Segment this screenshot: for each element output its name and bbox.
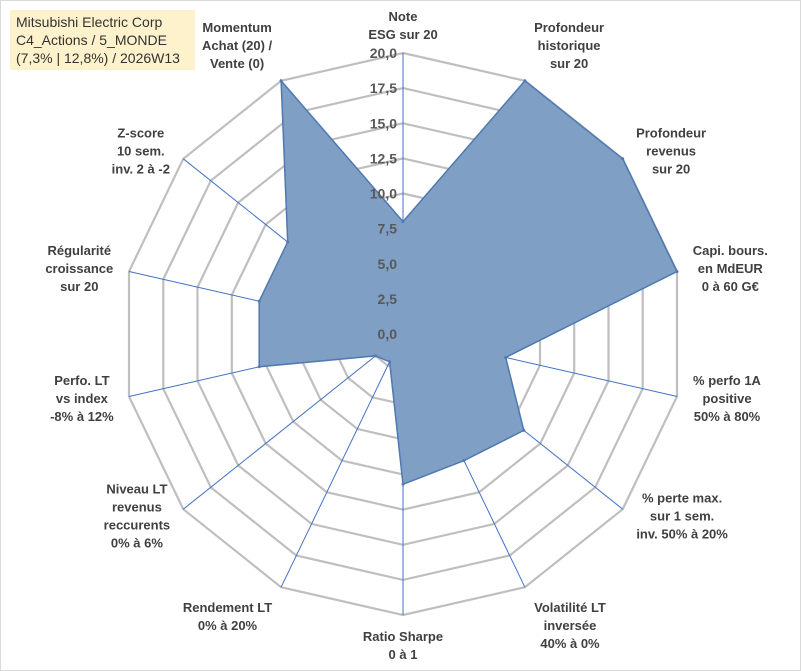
axis-label-line: Perfo. LT — [54, 373, 109, 388]
title-line-stats: (7,3% | 12,8%) / 2026W13 — [16, 50, 180, 66]
tick-label: 17,5 — [370, 80, 397, 96]
series-point — [286, 240, 290, 244]
series-point — [257, 299, 261, 303]
radar-axis-labels: Note ESG sur 20 Profondeur historique sur 20… — [45, 9, 768, 662]
axis-label: Note ESG sur 20 — [368, 9, 437, 42]
series-point — [279, 79, 283, 83]
axis-label-line: Vente (0) — [210, 56, 264, 71]
axis-label-line: Niveau LT — [106, 482, 167, 497]
axis-spoke — [280, 333, 404, 588]
series-point — [462, 459, 466, 463]
axis-label-line: revenus — [646, 143, 696, 158]
axis-label: Z-score 10 sem. inv. 2 à -2 — [112, 125, 170, 176]
tick-label: 20,0 — [370, 45, 397, 61]
axis-label: Ratio Sharpe 0 à 1 — [363, 629, 443, 662]
tick-label: 15,0 — [370, 115, 397, 131]
axis-label-line: positive — [702, 391, 751, 406]
axis-label-line: reccurents — [104, 518, 170, 533]
axis-label: Profondeur historique sur 20 — [534, 20, 604, 71]
axis-label-line: 50% à 80% — [694, 409, 761, 424]
axis-label-line: -8% à 12% — [50, 409, 114, 424]
title-line-company: Mitsubishi Electric Corp — [16, 14, 163, 30]
axis-label: % perte max. sur 1 sem. inv. 50% à 20% — [636, 491, 728, 542]
series-point — [523, 79, 527, 83]
axis-label-line: vs index — [56, 391, 109, 406]
series-point — [522, 428, 526, 432]
axis-label-line: inv. 2 à -2 — [112, 161, 170, 176]
series-point — [374, 354, 377, 358]
axis-label-line: croissance — [45, 261, 113, 276]
chart-title-box: Mitsubishi Electric Corp C4_Actions / 5_… — [10, 10, 195, 70]
series-point — [621, 157, 625, 161]
axis-label-line: Profondeur — [636, 125, 706, 140]
axis-label-line: Régularité — [48, 243, 112, 258]
axis-label-line: historique — [538, 38, 601, 53]
axis-label: Niveau LT revenus reccurents 0% à 6% — [104, 482, 170, 551]
axis-label-line: Volatilité LT — [534, 600, 606, 615]
tick-label: 0,0 — [378, 326, 398, 342]
axis-label-line: 40% à 0% — [540, 636, 600, 651]
axis-label-line: sur 20 — [60, 279, 98, 294]
axis-label-line: 0 à 1 — [389, 647, 418, 662]
axis-label-line: sur 1 sem. — [650, 509, 714, 524]
axis-label-line: sur 20 — [652, 161, 690, 176]
axis-label: Régularité croissance sur 20 — [45, 243, 113, 294]
series-point — [504, 355, 508, 359]
axis-label: Profondeur revenus sur 20 — [636, 125, 706, 176]
axis-label-line: Momentum — [202, 20, 271, 35]
axis-label-line: sur 20 — [550, 56, 588, 71]
axis-label-line: 0% à 6% — [111, 536, 163, 551]
axis-label: Rendement LT 0% à 20% — [183, 600, 272, 633]
axis-label-line: revenus — [112, 500, 162, 515]
axis-label-line: Achat (20) / — [202, 38, 272, 53]
tick-label: 10,0 — [370, 186, 397, 202]
series-point — [257, 365, 261, 369]
radar-tick-labels: 0,0 2,5 5,0 7,5 10,0 12,5 15,0 17,5 20,0 — [370, 45, 397, 342]
axis-label-line: Ratio Sharpe — [363, 629, 443, 644]
axis-spoke — [182, 333, 404, 510]
series-point — [675, 270, 679, 273]
axis-label-line: ESG sur 20 — [368, 27, 437, 42]
axis-label-line: 0 à 60 G€ — [702, 279, 759, 294]
axis-label-line: Z-score — [117, 125, 164, 140]
radar-series — [257, 78, 679, 486]
axis-label-line: % perfo 1A — [693, 373, 762, 388]
axis-label-line: 0% à 20% — [198, 618, 258, 633]
series-point — [401, 482, 405, 486]
tick-label: 7,5 — [378, 221, 398, 237]
axis-label-line: Rendement LT — [183, 600, 272, 615]
tick-label: 2,5 — [378, 291, 398, 307]
series-area — [258, 78, 678, 486]
axis-label-line: inversée — [544, 618, 597, 633]
tick-label: 12,5 — [370, 150, 397, 166]
axis-label: Capi. bours. en MdEUR 0 à 60 G€ — [693, 243, 768, 294]
axis-label-line: Profondeur — [534, 20, 604, 35]
axis-label-line: Capi. bours. — [693, 243, 768, 258]
axis-label-line: 10 sem. — [117, 143, 165, 158]
axis-label: % perfo 1A positive 50% à 80% — [693, 373, 762, 424]
axis-label-line: en MdEUR — [698, 261, 764, 276]
title-line-category: C4_Actions / 5_MONDE — [16, 32, 167, 48]
tick-label: 5,0 — [378, 256, 398, 272]
axis-label-line: inv. 50% à 20% — [636, 527, 728, 542]
axis-label-line: Note — [389, 9, 418, 24]
axis-label: Perfo. LT vs index -8% à 12% — [50, 373, 114, 424]
series-point — [388, 360, 392, 364]
axis-label: Momentum Achat (20) / Vente (0) — [202, 20, 272, 71]
series-point — [401, 220, 405, 224]
axis-label-line: % perte max. — [642, 491, 722, 506]
axis-label: Volatilité LT inversée 40% à 0% — [534, 600, 606, 651]
